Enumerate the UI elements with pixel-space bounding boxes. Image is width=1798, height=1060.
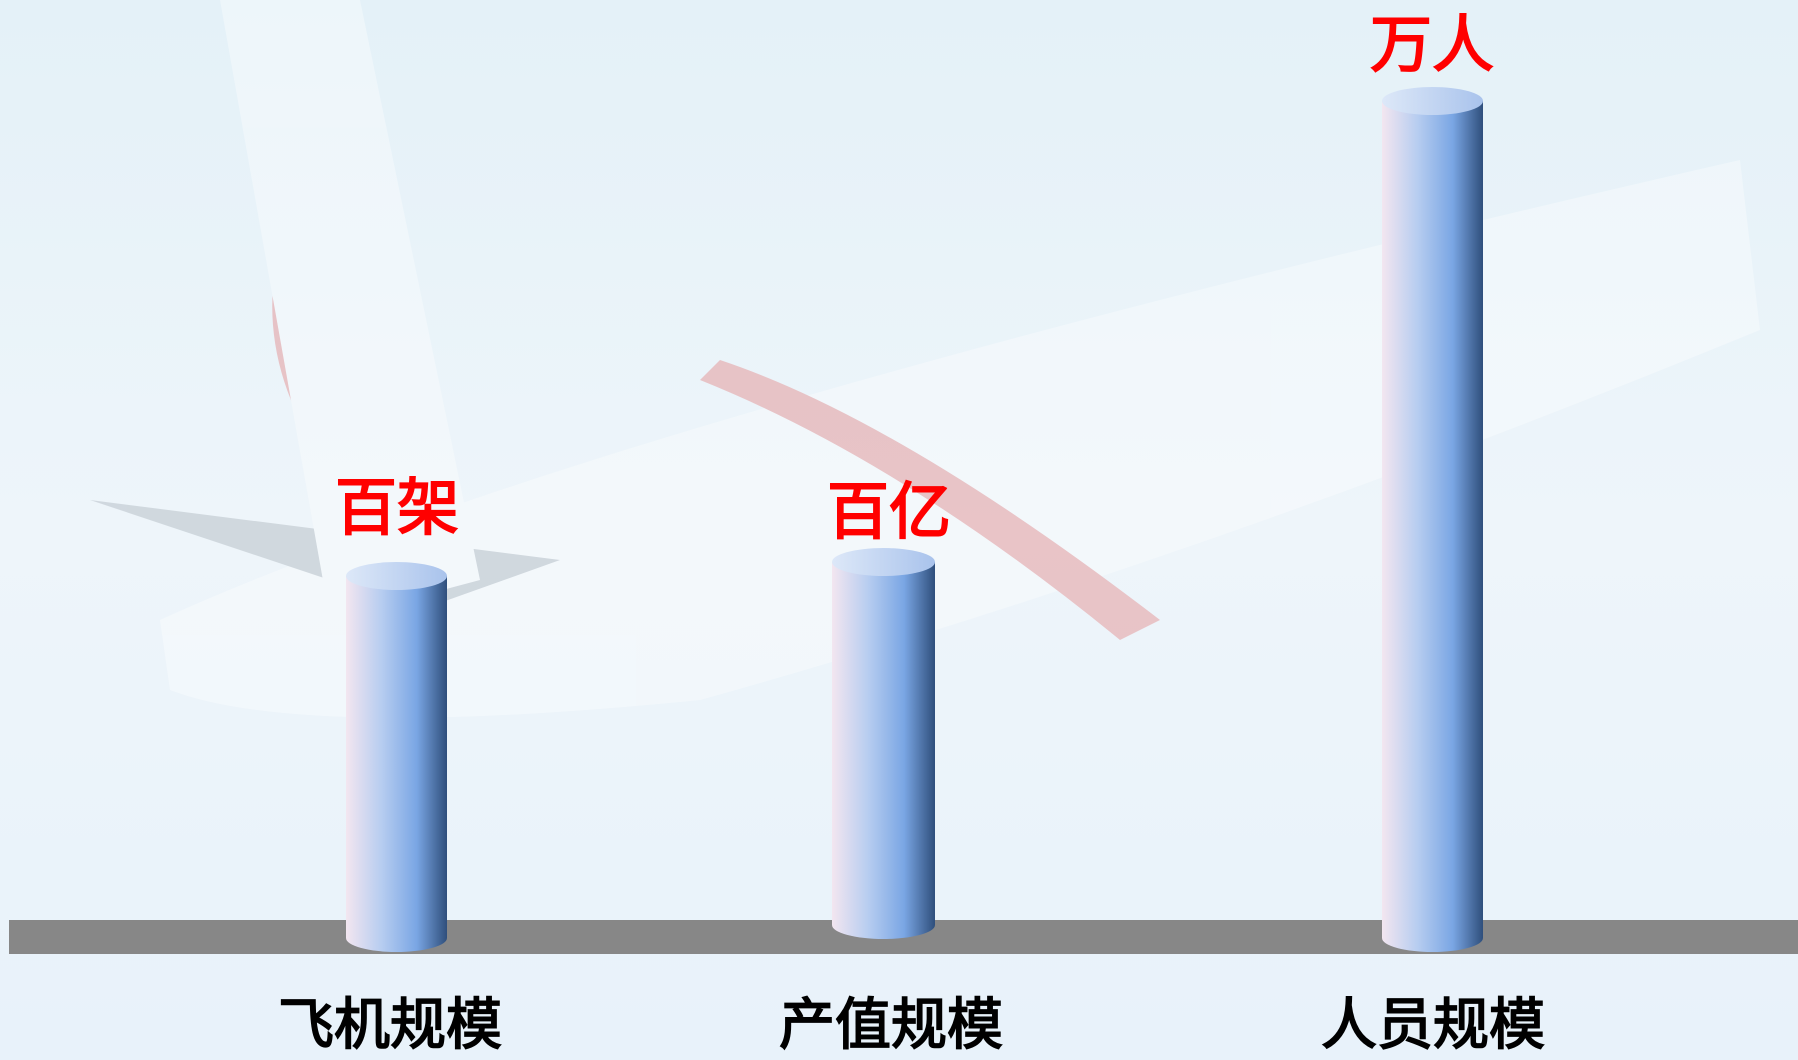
plane-watermark (90, 0, 1760, 718)
column-label: 万人 (1370, 8, 1494, 81)
category-label: 人员规模 (1321, 993, 1545, 1058)
cylinder (832, 548, 935, 940)
category-label: 产值规模 (779, 993, 1003, 1058)
cylinder (346, 562, 447, 952)
cylinder (1382, 87, 1483, 952)
column-label: 百架 (335, 471, 459, 544)
column-label: 百亿 (827, 475, 951, 548)
category-label: 飞机规模 (278, 993, 502, 1058)
